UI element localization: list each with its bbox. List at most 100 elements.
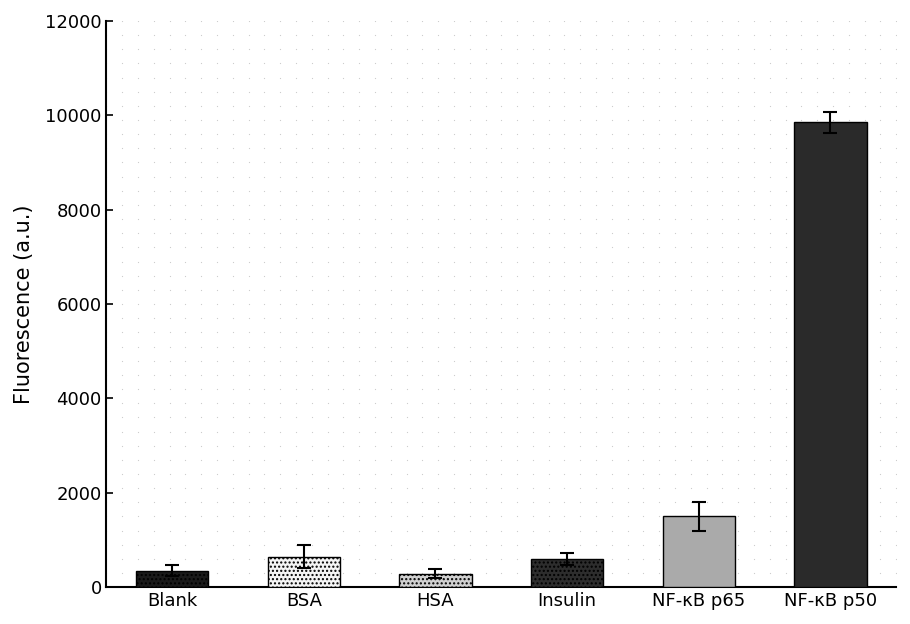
Point — [241, 200, 256, 210]
Point — [115, 285, 129, 295]
Point — [857, 313, 872, 323]
Point — [399, 87, 414, 97]
Point — [589, 87, 603, 97]
Point — [668, 16, 682, 26]
Point — [889, 200, 904, 210]
Point — [99, 427, 114, 437]
Point — [368, 455, 382, 465]
Point — [241, 497, 256, 507]
Point — [683, 72, 698, 82]
Point — [305, 398, 319, 408]
Point — [810, 172, 824, 182]
Point — [794, 384, 809, 394]
Point — [320, 554, 335, 564]
Point — [683, 186, 698, 196]
Point — [873, 398, 887, 408]
Point — [589, 384, 603, 394]
Point — [573, 186, 588, 196]
Point — [479, 356, 493, 366]
Point — [857, 228, 872, 238]
Point — [825, 313, 840, 323]
Point — [178, 455, 193, 465]
Point — [652, 384, 666, 394]
Point — [636, 328, 651, 338]
Point — [825, 568, 840, 578]
Point — [320, 87, 335, 97]
Point — [526, 72, 541, 82]
Point — [178, 370, 193, 380]
Point — [194, 172, 208, 182]
Point — [99, 384, 114, 394]
Point — [194, 525, 208, 535]
Point — [479, 72, 493, 82]
Point — [668, 214, 682, 224]
Point — [320, 285, 335, 295]
Point — [699, 129, 713, 139]
Point — [510, 455, 524, 465]
Point — [763, 186, 777, 196]
Point — [273, 384, 288, 394]
Point — [336, 469, 350, 479]
Point — [241, 341, 256, 351]
Point — [305, 16, 319, 26]
Point — [131, 469, 146, 479]
Point — [810, 497, 824, 507]
Point — [147, 313, 161, 323]
Point — [778, 328, 793, 338]
Point — [873, 328, 887, 338]
Point — [699, 144, 713, 154]
Point — [747, 214, 762, 224]
Point — [479, 554, 493, 564]
Point — [258, 115, 272, 125]
Point — [699, 16, 713, 26]
Point — [905, 483, 910, 493]
Point — [178, 243, 193, 253]
Point — [810, 341, 824, 351]
Point — [573, 370, 588, 380]
Point — [557, 256, 571, 266]
Point — [415, 115, 430, 125]
Point — [99, 370, 114, 380]
Point — [794, 30, 809, 40]
Point — [320, 384, 335, 394]
Point — [636, 59, 651, 69]
Point — [652, 72, 666, 82]
Point — [557, 30, 571, 40]
Point — [194, 87, 208, 97]
Point — [557, 214, 571, 224]
Point — [462, 256, 477, 266]
Point — [430, 228, 445, 238]
Point — [873, 285, 887, 295]
Point — [636, 441, 651, 451]
Point — [825, 356, 840, 366]
Point — [763, 384, 777, 394]
Point — [889, 455, 904, 465]
Point — [557, 115, 571, 125]
Point — [715, 72, 730, 82]
Point — [383, 341, 398, 351]
Point — [778, 285, 793, 295]
Point — [557, 525, 571, 535]
Point — [494, 243, 509, 253]
Point — [636, 144, 651, 154]
Point — [320, 455, 335, 465]
Point — [778, 384, 793, 394]
Point — [763, 44, 777, 54]
Point — [794, 540, 809, 550]
Point — [763, 398, 777, 408]
Point — [352, 72, 367, 82]
Point — [131, 200, 146, 210]
Point — [825, 101, 840, 111]
Point — [794, 157, 809, 167]
Point — [494, 384, 509, 394]
Point — [320, 144, 335, 154]
Point — [131, 157, 146, 167]
Point — [115, 87, 129, 97]
Point — [336, 285, 350, 295]
Point — [604, 497, 619, 507]
Point — [905, 87, 910, 97]
Point — [368, 568, 382, 578]
Point — [526, 129, 541, 139]
Point — [273, 540, 288, 550]
Point — [178, 384, 193, 394]
